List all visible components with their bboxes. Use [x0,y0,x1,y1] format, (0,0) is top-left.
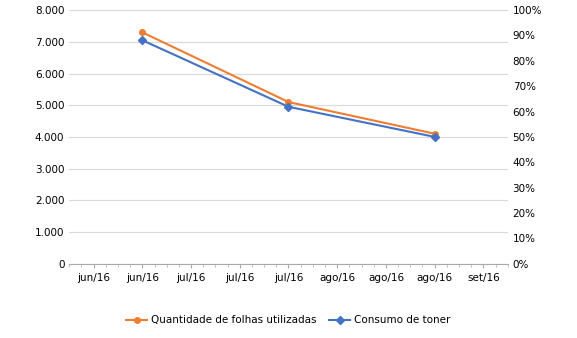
Line: Consumo de toner: Consumo de toner [140,38,437,140]
Consumo de toner [139,38,146,42]
Legend: Quantidade de folhas utilizadas, Consumo de toner: Quantidade de folhas utilizadas, Consumo… [122,311,455,330]
Consumo de toner [285,105,292,109]
Quantidade de folhas utilizadas [139,30,146,34]
Consumo de toner [431,135,438,139]
Line: Quantidade de folhas utilizadas: Quantidade de folhas utilizadas [140,29,437,137]
Quantidade de folhas utilizadas [431,132,438,136]
Quantidade de folhas utilizadas [285,100,292,104]
